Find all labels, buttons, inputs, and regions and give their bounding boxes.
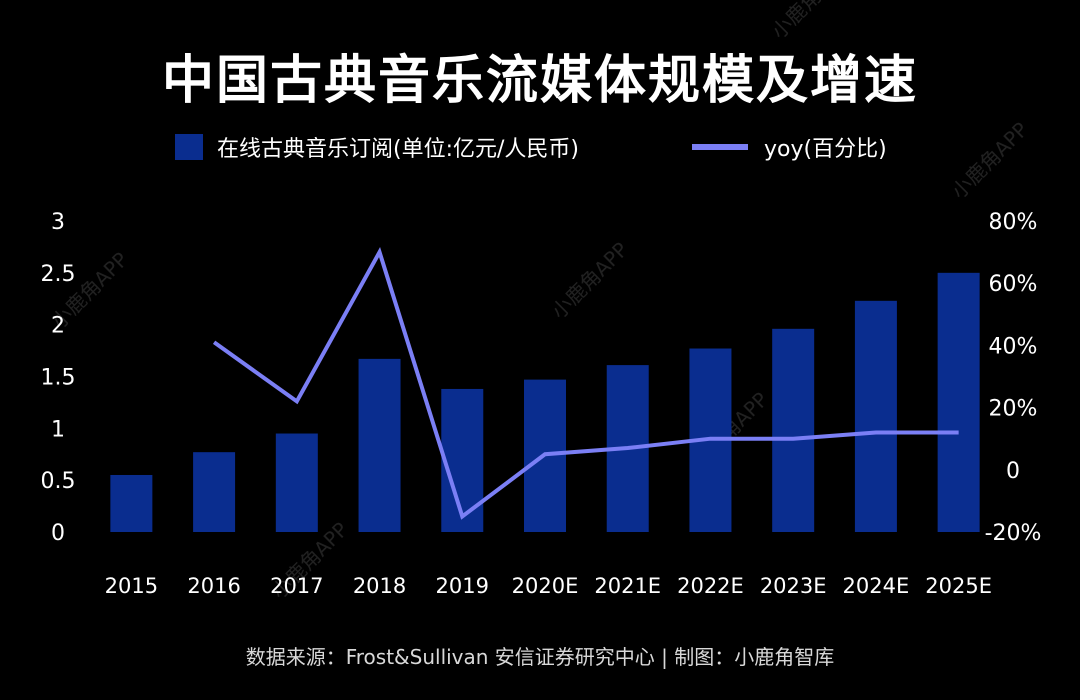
bar-2025E [937, 272, 980, 532]
x-tick-label: 2021E [594, 574, 661, 598]
right-tick-label: -20% [985, 521, 1042, 546]
x-tick-label: 2016 [187, 574, 240, 598]
bar-series [110, 272, 980, 532]
source-note: 数据来源：Frost&Sullivan 安信证券研究中心 | 制图：小鹿角智库 [245, 645, 835, 669]
legend-item-subscription: 在线古典音乐订阅(单位:亿元/人民币) [175, 132, 579, 162]
bar-2018 [358, 358, 401, 532]
x-tick-label: 2023E [760, 574, 827, 598]
x-axis: 2015 2016 2017 2018 2019 2020E 2021E 2022E 2023E… [105, 574, 992, 598]
right-tick-label: 0 [1006, 459, 1020, 484]
x-tick-label: 2015 [105, 574, 158, 598]
legend: 在线古典音乐订阅(单位:亿元/人民币) yoy(百分比) [0, 132, 1080, 162]
right-tick-label: 20% [989, 397, 1038, 422]
bar-2024E [854, 300, 897, 532]
left-axis: 0 0.5 1 1.5 2 2.5 3 [41, 210, 76, 546]
x-tick-label: 2022E [677, 574, 744, 598]
legend-label-subscription: 在线古典音乐订阅(单位:亿元/人民币) [217, 137, 579, 162]
legend-bar-swatch [175, 134, 203, 160]
watermark-text: 小鹿角APP [547, 237, 633, 323]
x-tick-label: 2024E [843, 574, 910, 598]
line-series [212, 247, 959, 520]
right-axis: -20% 0 20% 40% 60% 80% [985, 210, 1042, 546]
bar-2015 [110, 474, 153, 532]
left-tick-label: 0 [51, 521, 65, 546]
right-tick-label: 80% [989, 210, 1038, 235]
left-tick-label: 2.5 [41, 262, 76, 287]
x-tick-label: 2019 [436, 574, 489, 598]
watermark-text: 小鹿角APP [767, 0, 853, 44]
left-tick-label: 1.5 [41, 366, 76, 391]
left-tick-label: 1 [51, 417, 65, 442]
right-tick-label: 60% [989, 272, 1038, 297]
right-tick-label: 40% [989, 334, 1038, 359]
x-tick-label: 2018 [353, 574, 406, 598]
left-tick-label: 3 [51, 210, 65, 235]
left-tick-label: 2 [51, 314, 65, 339]
watermark-text: 小鹿角APP [947, 117, 1033, 203]
yoy-line [212, 247, 959, 520]
x-tick-label: 2025E [925, 574, 992, 598]
left-tick-label: 0.5 [41, 469, 76, 494]
bar-2023E [772, 328, 815, 532]
legend-item-yoy: yoy(百分比) [692, 132, 887, 162]
bar-2016 [193, 452, 236, 532]
legend-label-yoy: yoy(百分比) [764, 137, 887, 162]
x-tick-label: 2020E [512, 574, 579, 598]
bar-2017 [275, 433, 318, 532]
chart-title: 中国古典音乐流媒体规模及增速 [161, 51, 918, 111]
x-tick-label: 2017 [270, 574, 323, 598]
legend-line-swatch [692, 144, 748, 150]
